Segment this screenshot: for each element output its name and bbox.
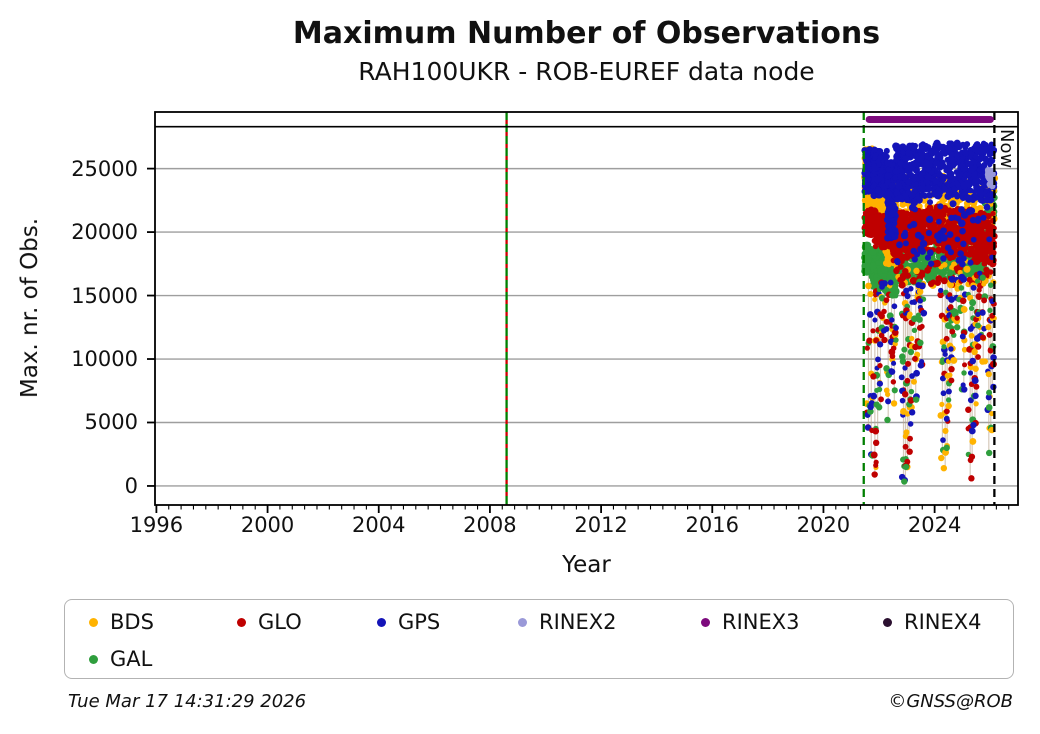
glo-marker-icon bbox=[237, 617, 246, 627]
legend-item-gal: GAL bbox=[89, 644, 152, 674]
legend-item-glo: GLO bbox=[237, 607, 302, 637]
legend-label: RINEX2 bbox=[539, 610, 617, 634]
legend-item-rinex4: RINEX4 bbox=[883, 607, 982, 637]
x-tick-label: 2000 bbox=[240, 513, 295, 537]
legend-label: GLO bbox=[258, 610, 302, 634]
legend-item-rinex3: RINEX3 bbox=[701, 607, 800, 637]
legend-item-rinex2: RINEX2 bbox=[518, 607, 617, 637]
y-tick-label: 10000 bbox=[71, 347, 138, 372]
legend-label: GPS bbox=[398, 610, 441, 634]
y-tick-label: 5000 bbox=[84, 410, 138, 435]
footer-credit: ©GNSS@ROB bbox=[888, 691, 1013, 712]
x-tick-label: 2012 bbox=[574, 513, 628, 537]
x-tick-labels: 1996 2000 2004 2008 2012 2016 2020 2024 bbox=[0, 513, 1040, 541]
rinex4-marker-icon bbox=[883, 617, 892, 627]
gps-marker-icon bbox=[377, 617, 386, 627]
legend-item-bds: BDS bbox=[89, 607, 154, 637]
x-tick-label: 1996 bbox=[129, 513, 184, 537]
gal-marker-icon bbox=[89, 654, 98, 664]
legend-label: GAL bbox=[110, 647, 153, 671]
x-tick-label: 2024 bbox=[907, 513, 962, 537]
chart-title: Maximum Number of Observations bbox=[292, 16, 881, 51]
footer-timestamp: Tue Mar 17 14:31:29 2026 bbox=[68, 691, 307, 712]
x-tick-label: 2016 bbox=[685, 513, 739, 537]
rinex2-marker-icon bbox=[518, 617, 527, 627]
legend-item-gps: GPS bbox=[377, 607, 440, 637]
x-tick-label: 2004 bbox=[352, 513, 406, 537]
y-tick-label: 15000 bbox=[71, 283, 138, 308]
x-tick-label: 2008 bbox=[463, 513, 517, 537]
legend: BDS GLO GPS RINEX2 RINEX3 RINEX4 GAL bbox=[64, 599, 1014, 679]
x-axis-label: Year bbox=[562, 552, 611, 578]
now-annotation: Now bbox=[996, 129, 1017, 169]
legend-label: RINEX3 bbox=[722, 610, 800, 634]
bds-marker-icon bbox=[89, 617, 98, 627]
chart-subtitle: RAH100UKR - ROB-EUREF data node bbox=[358, 57, 815, 86]
y-tick-label: 0 bbox=[124, 473, 138, 498]
y-tick-labels: 0 5000 10000 15000 20000 25000 bbox=[0, 0, 148, 560]
legend-label: BDS bbox=[110, 610, 154, 634]
x-tick-label: 2020 bbox=[796, 513, 851, 537]
rinex3-marker-icon bbox=[701, 617, 710, 627]
legend-label: RINEX4 bbox=[904, 610, 982, 634]
y-tick-label: 20000 bbox=[71, 220, 138, 245]
y-tick-label: 25000 bbox=[71, 156, 138, 181]
